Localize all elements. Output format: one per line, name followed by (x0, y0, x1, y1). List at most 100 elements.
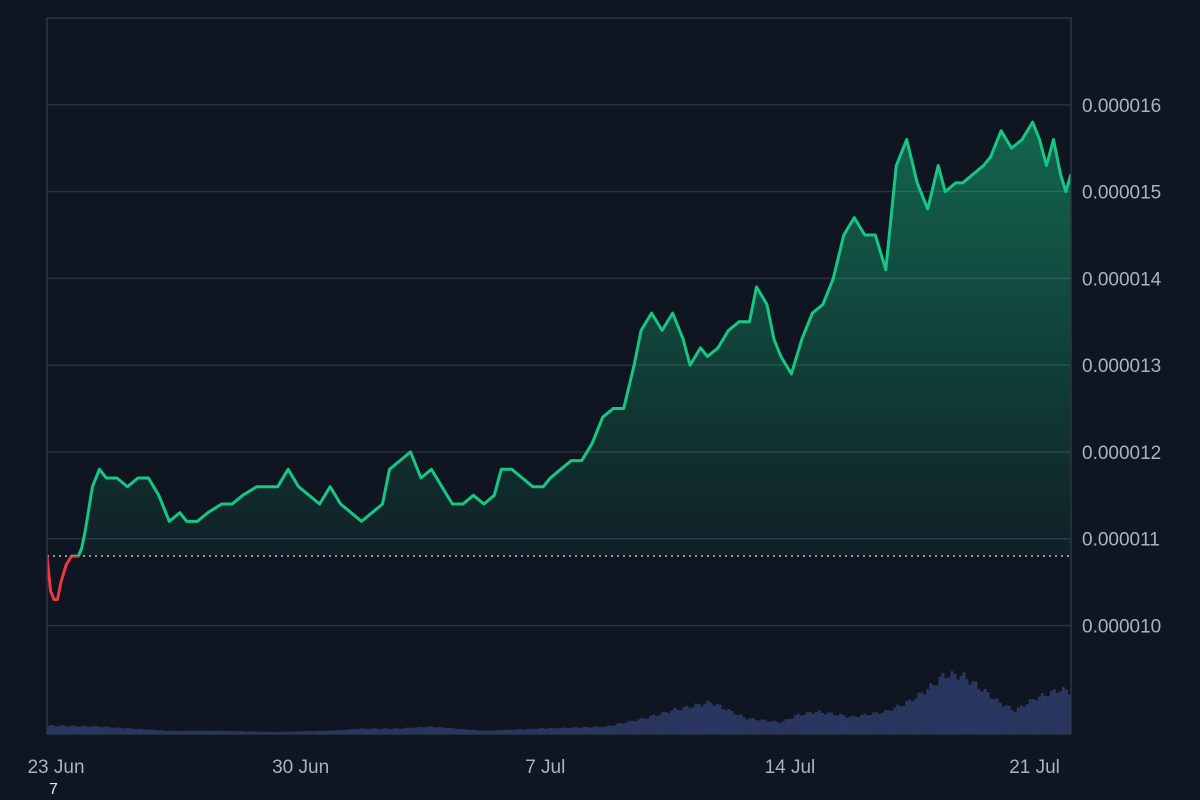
y-tick-label: 0.000016 (1082, 96, 1161, 117)
volume-bar (275, 731, 279, 734)
volume-bar (1040, 692, 1044, 734)
volume-bar (339, 729, 343, 734)
volume-bar (152, 729, 156, 734)
volume-bar (125, 728, 129, 734)
volume-bar (287, 731, 291, 734)
volume-bar (414, 727, 418, 734)
volume-bar (194, 730, 198, 734)
x-tick-label: 21 Jul (1009, 757, 1060, 778)
volume-bar (863, 713, 867, 734)
volume-bar (817, 710, 821, 734)
volume-bar (218, 730, 222, 734)
volume-bar (260, 731, 264, 734)
volume-bar (1064, 689, 1068, 734)
volume-bar (950, 671, 954, 734)
volume-bar (808, 712, 812, 734)
volume-bar (727, 709, 731, 734)
volume-bar (1025, 704, 1029, 734)
volume-bar (685, 705, 689, 734)
volume-bar (857, 717, 861, 734)
volume-bar (977, 688, 981, 734)
volume-bar (257, 731, 261, 734)
volume-bar (110, 727, 114, 734)
volume-bar (1046, 696, 1050, 734)
volume-bar (86, 726, 90, 734)
y-tick-label: 0.000010 (1082, 617, 1161, 638)
volume-bar (489, 730, 493, 734)
volume-bar (586, 726, 590, 734)
volume-bar (583, 726, 586, 734)
volume-bar (206, 730, 210, 734)
y-tick-label: 0.000014 (1082, 269, 1162, 290)
volume-bar (176, 730, 180, 734)
volume-bar (390, 729, 394, 734)
volume-bar (1004, 705, 1008, 734)
volume-bar (1055, 693, 1059, 734)
volume-bar (769, 721, 773, 734)
volume-bar (601, 727, 605, 734)
volume-bar (290, 731, 294, 734)
volume-bar (962, 672, 966, 734)
volume-bar (998, 702, 1002, 734)
price-area (78, 122, 1071, 557)
volume-bar (832, 715, 836, 734)
volume-bar (98, 726, 102, 734)
volume-bar (540, 728, 544, 734)
volume-bar (95, 726, 99, 734)
volume-bar (658, 714, 662, 734)
volume-bar (661, 711, 665, 734)
volume-bar (595, 726, 599, 734)
volume-bar (649, 715, 653, 734)
price-line (47, 120, 1071, 601)
volume-bar (552, 728, 556, 734)
x-tick-label: 14 Jul (765, 757, 816, 778)
volume-bar (420, 727, 424, 734)
volume-bar (634, 721, 638, 734)
volume-bar (357, 729, 361, 734)
volume-bar (531, 728, 535, 734)
volume-bar (995, 698, 999, 734)
volume-bar (842, 715, 846, 734)
volume-bar (140, 728, 144, 734)
volume-bar (131, 728, 135, 734)
volume-bar (507, 729, 511, 734)
volume-bar (820, 712, 824, 734)
volume-bar (537, 728, 541, 734)
volume-bar (516, 729, 520, 734)
volume-bar (336, 730, 340, 734)
volume-bar (983, 688, 987, 734)
volume-bar (637, 719, 641, 734)
y-tick-label: 0.000013 (1082, 356, 1161, 377)
volume-bar (604, 726, 608, 734)
volume-bar (375, 728, 379, 734)
volume-bar (272, 731, 276, 734)
volume-bar (101, 727, 105, 734)
x-tick-label: 23 Jun (27, 757, 84, 778)
volume-bar (450, 727, 454, 734)
volume-bar (320, 731, 324, 734)
volume-bar (751, 717, 755, 734)
volume-bar (522, 729, 526, 734)
volume-bar (673, 708, 677, 734)
volume-bar (266, 731, 270, 734)
volume-bar (887, 710, 891, 734)
volume-bar (164, 730, 168, 734)
volume-bar (528, 728, 532, 734)
volume-bar (269, 731, 273, 734)
volume-bar (851, 715, 855, 734)
volume-bar (402, 728, 406, 734)
volume-bar (519, 729, 523, 734)
volume-bar (965, 679, 969, 734)
volume-bar (369, 728, 373, 734)
volume-bar (935, 685, 939, 734)
volume-bar (378, 729, 382, 734)
volume-bar (929, 683, 933, 734)
volume-bar (920, 692, 924, 734)
volume-bar (543, 728, 547, 734)
y-tick-label: 0.000015 (1082, 183, 1161, 204)
volume-bar (914, 698, 918, 734)
volume-bar (775, 721, 779, 734)
volume-bar (408, 727, 412, 734)
volume-bar (299, 731, 303, 734)
volume-bar (796, 713, 800, 734)
